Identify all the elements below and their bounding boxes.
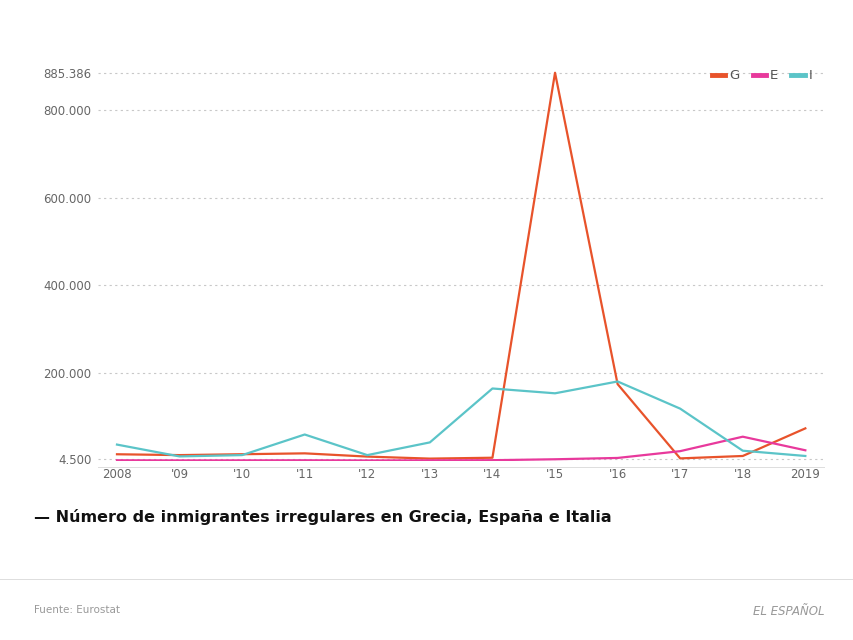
- Text: Fuente: Eurostat: Fuente: Eurostat: [34, 605, 120, 615]
- Legend: G, E, I: G, E, I: [706, 64, 816, 88]
- Text: — Número de inmigrantes irregulares en Grecia, España e Italia: — Número de inmigrantes irregulares en G…: [34, 509, 611, 525]
- Text: EL ESPAÑOL: EL ESPAÑOL: [751, 605, 823, 618]
